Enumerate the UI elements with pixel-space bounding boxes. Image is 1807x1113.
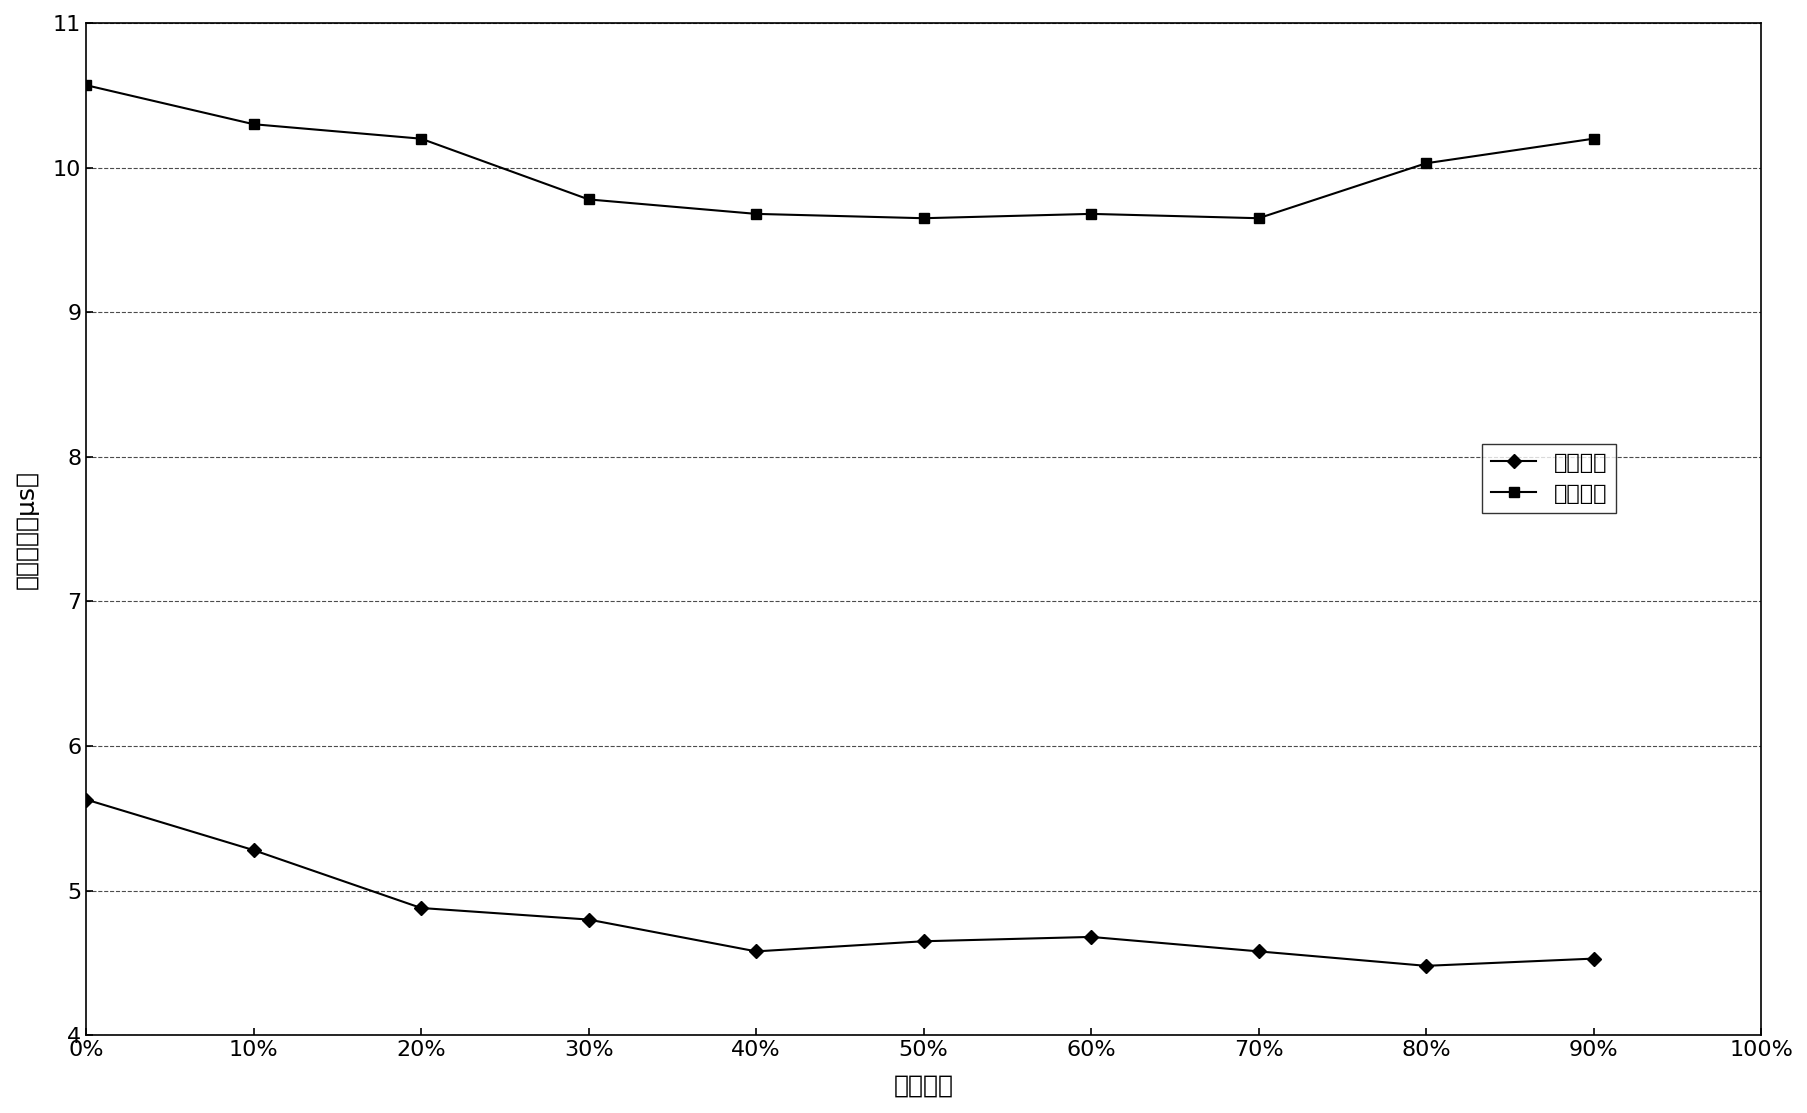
对比例一	[76, 792, 98, 806]
实施例一	[242, 118, 264, 131]
实施例一	[578, 193, 600, 206]
Y-axis label: 少子寿命（μs）: 少子寿命（μs）	[14, 470, 40, 589]
对比例一	[1415, 959, 1437, 973]
实施例一	[76, 79, 98, 92]
实施例一	[744, 207, 766, 220]
实施例一	[913, 211, 934, 225]
对比例一	[410, 902, 432, 915]
实施例一	[1415, 157, 1437, 170]
对比例一	[913, 935, 934, 948]
Line: 对比例一: 对比例一	[81, 795, 1597, 971]
对比例一	[1581, 952, 1603, 965]
实施例一	[410, 132, 432, 146]
实施例一	[1247, 211, 1269, 225]
X-axis label: 凝固分率: 凝固分率	[893, 1074, 952, 1099]
Legend: 对比例一, 实施例一: 对比例一, 实施例一	[1482, 444, 1615, 513]
对比例一	[1247, 945, 1269, 958]
对比例一	[744, 945, 766, 958]
对比例一	[1079, 930, 1100, 944]
实施例一	[1581, 132, 1603, 146]
对比例一	[242, 844, 264, 857]
实施例一	[1079, 207, 1100, 220]
Line: 实施例一: 实施例一	[81, 80, 1597, 223]
对比例一	[578, 913, 600, 926]
